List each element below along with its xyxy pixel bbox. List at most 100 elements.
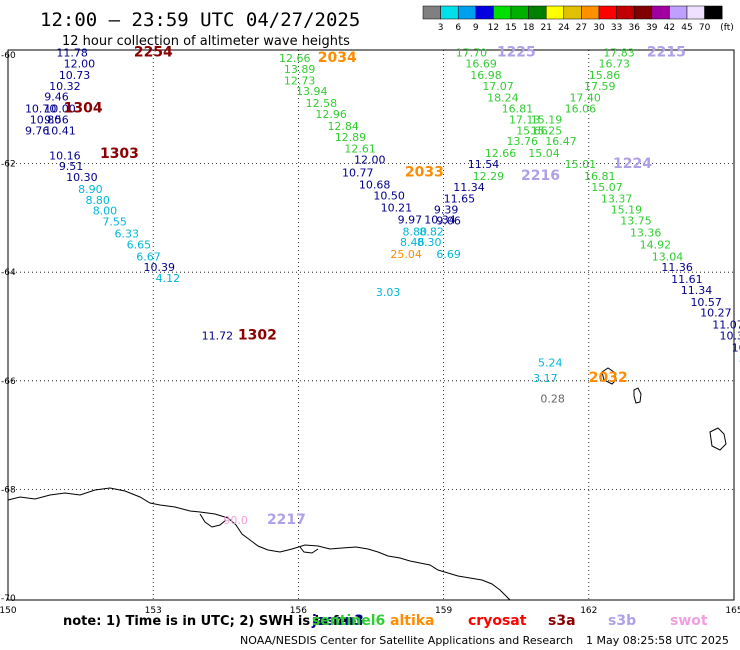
colorbar-label: 6 [455,23,461,33]
wave-height-value: 10.70 [25,103,57,116]
legend-jason3: jason3 [311,613,364,629]
wave-height-value: 12.96 [315,108,347,121]
colorbar-label: 21 [540,23,551,33]
wave-height-value: 6.33 [114,227,139,240]
lon-label: 153 [145,606,162,616]
wave-height-value: 5.24 [538,357,563,370]
wave-height-value: 12.66 [485,147,517,160]
colorbar-swatch [669,5,688,20]
gridlines [8,50,734,600]
wave-height-value: 12.29 [473,170,505,183]
wave-height-value: 25.04 [390,248,422,261]
colorbar-swatch [633,5,653,20]
lon-label: 162 [580,606,597,616]
wave-height-value: 12.00 [354,154,386,167]
colorbar-swatch [422,5,441,20]
lon-label: 150 [0,606,17,616]
wave-height-value: 3.03 [376,286,401,299]
wave-height-value: 11.34 [681,284,713,297]
wave-height-value: 12.84 [327,120,359,133]
colorbar-swatch [475,5,494,20]
wave-height-value: 12.73 [284,74,316,87]
colorbar-swatch [686,5,705,20]
wave-height-value: 8.00 [93,205,118,218]
wave-height-value: 13.36 [630,226,662,239]
wave-height-value: 11.78 [56,47,88,60]
colorbar-label: 3 [438,23,444,33]
wave-height-value: 9.39 [434,204,459,217]
wave-height-value: 4.12 [156,272,181,285]
pass-time-label: 1303 [100,146,139,162]
lat-label: -68 [1,485,16,495]
colorbar-swatch [440,5,459,20]
colorbar-label: 30 [593,23,605,33]
lon-label: 156 [290,606,307,616]
wave-height-value: 9.76 [25,124,50,137]
wave-height-value: 15.86 [589,69,621,82]
wave-height-value: 11.72 [202,330,234,343]
wave-height-value: 13.04 [652,250,684,263]
map-frame [7,49,735,601]
wave-height-value: 13.75 [620,214,652,227]
wave-height-value: 90.0 [223,514,248,527]
coastline [7,367,727,601]
colorbar-swatch [510,5,529,20]
lon-label: 159 [435,606,452,616]
wave-height-value: 10.73 [59,69,91,82]
footer-timestamp: 1 May 08:25:58 UTC 2025 [586,634,729,647]
wave-height-value: 9.06 [436,214,461,227]
lat-label: -62 [1,160,16,170]
wave-height-value: 10.16 [49,149,81,162]
wave-height-value: 13.37 [601,193,633,206]
colorbar-label: 42 [664,23,675,33]
pass-time-label: 2216 [521,168,560,184]
colorbar-swatch [598,5,617,20]
wave-height-value: 0.28 [540,393,565,406]
island-2 [633,387,642,404]
map-title: 12:00 – 23:59 UTC 04/27/2025 [40,9,360,31]
colorbar-swatch [528,5,547,20]
colorbar-swatch [563,5,582,20]
wave-height-value: 15.07 [591,181,623,194]
wave-height-value: 17.13 [509,113,541,126]
wave-height-value: 12.89 [335,131,367,144]
wave-height-value: 14.92 [640,238,672,251]
wave-height-value: 13.94 [296,85,328,98]
wave-height-value: 15.25 [531,124,563,137]
colorbar-swatch [457,5,477,20]
lat-label: -70 [1,594,16,604]
wave-height-value: 9.97 [398,213,423,226]
wave-height-value: 6.69 [436,248,461,261]
colorbar-unit: (ft) [720,23,734,33]
wave-height-value: 18.24 [487,92,519,105]
pass-time-label: 2215 [647,45,686,61]
colorbar-swatch [651,5,670,20]
wave-height-value: 11.65 [444,193,476,206]
wave-height-value: 10.41 [44,124,76,137]
wave-height-value: 7.55 [102,216,127,229]
island-3 [709,427,727,451]
wave-height-value: 12.58 [306,97,338,110]
tick-labels: 150 153 156 159 162 165 -60 -62 -64 -66 -68 -70 [0,51,740,616]
pass-time-label: 1304 [64,101,103,117]
wave-height-value: 13.89 [284,63,316,76]
wave-height-value: 15.19 [611,204,643,217]
island-1 [601,367,617,385]
wave-height-value: 15.04 [528,147,560,160]
colorbar-swatch [581,5,600,20]
footer-credit: NOAA/NESDIS Center for Satellite Applica… [240,634,573,647]
colorbar-label: 18 [523,23,535,33]
wave-height-value: 8.46 [400,236,425,249]
colorbar-label: 45 [681,23,692,33]
pass-time-label: 1225 [497,45,536,61]
map-subtitle: 12 hour collection of altimeter wave hei… [62,34,350,49]
wave-height-value: 11.07 [712,319,740,332]
lat-label: -60 [1,51,16,61]
wave-height-value: 9.46 [44,91,69,104]
pass-time-label: 2254 [134,45,173,61]
wave-height-value: 8.80 [85,194,110,207]
wave-height-value: 10.57 [690,296,722,309]
wave-height-value: 12.61 [344,143,376,156]
wave-height-value: 9.51 [59,160,84,173]
